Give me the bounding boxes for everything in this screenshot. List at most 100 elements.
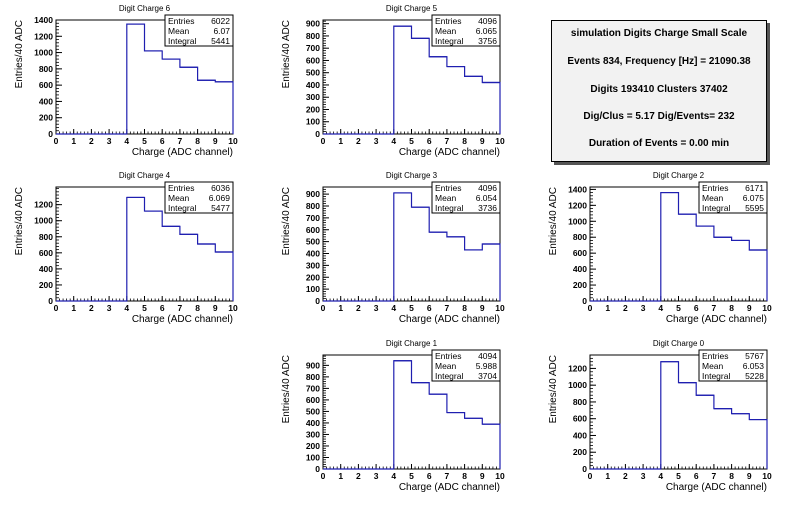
y-tick-label: 700 — [306, 43, 320, 53]
x-tick-label: 3 — [107, 303, 112, 313]
y-tick-label: 900 — [306, 360, 320, 370]
stats-value: 3736 — [478, 203, 497, 213]
y-tick-label: 800 — [306, 372, 320, 382]
stats-value: 6.053 — [743, 361, 765, 371]
x-tick-label: 4 — [391, 471, 396, 481]
stats-label: Integral — [168, 203, 196, 213]
x-tick-label: 6 — [160, 136, 165, 146]
info-ratio: Dig/Clus = 5.17 Dig/Events= 232 — [583, 111, 735, 122]
y-tick-label: 600 — [39, 248, 53, 258]
x-tick-label: 2 — [623, 471, 628, 481]
y-tick-label: 0 — [582, 464, 587, 474]
x-tick-label: 6 — [694, 471, 699, 481]
stats-label: Entries — [168, 183, 194, 193]
x-tick-label: 1 — [71, 136, 76, 146]
y-tick-label: 0 — [315, 129, 320, 139]
stats-value: 5441 — [211, 36, 230, 46]
stats-value: 6171 — [745, 183, 764, 193]
y-tick-label: 800 — [306, 201, 320, 211]
histogram-pad: Digit Charge 10 1 2 3 4 5 6 7 8 9 1001002003004005… — [281, 339, 505, 493]
stats-value: 5767 — [745, 351, 764, 361]
x-tick-label: 1 — [605, 303, 610, 313]
y-tick-label: 500 — [306, 68, 320, 78]
y-tick-label: 400 — [573, 264, 587, 274]
y-tick-label: 100 — [306, 284, 320, 294]
x-tick-label: 8 — [729, 471, 734, 481]
stats-label: Entries — [435, 16, 461, 26]
y-tick-label: 800 — [573, 232, 587, 242]
x-tick-label: 9 — [480, 303, 485, 313]
x-axis-label: Charge (ADC channel) — [399, 314, 500, 325]
y-tick-label: 200 — [573, 280, 587, 290]
x-tick-label: 8 — [195, 303, 200, 313]
x-tick-label: 3 — [107, 136, 112, 146]
x-tick-label: 5 — [676, 471, 681, 481]
y-tick-label: 300 — [306, 92, 320, 102]
x-tick-label: 1 — [338, 471, 343, 481]
stats-value: 4094 — [478, 351, 497, 361]
x-tick-label: 9 — [747, 303, 752, 313]
y-tick-label: 800 — [39, 232, 53, 242]
x-tick-label: 8 — [195, 136, 200, 146]
stats-value: 6.065 — [476, 26, 498, 36]
y-tick-label: 400 — [39, 264, 53, 274]
x-tick-label: 2 — [356, 136, 361, 146]
y-tick-label: 900 — [306, 19, 320, 29]
histogram-title: Digit Charge 3 — [386, 171, 438, 180]
x-tick-label: 10 — [495, 136, 505, 146]
x-axis-label: Charge (ADC channel) — [666, 482, 767, 493]
stats-value: 3756 — [478, 36, 497, 46]
x-tick-label: 7 — [712, 471, 717, 481]
x-tick-label: 5 — [409, 303, 414, 313]
stats-label: Integral — [435, 203, 463, 213]
y-tick-label: 900 — [306, 189, 320, 199]
x-tick-label: 1 — [605, 471, 610, 481]
x-axis-label: Charge (ADC channel) — [132, 314, 233, 325]
x-tick-label: 5 — [409, 471, 414, 481]
histogram-title: Digit Charge 4 — [119, 171, 171, 180]
y-tick-label: 100 — [306, 452, 320, 462]
y-tick-label: 200 — [39, 113, 53, 123]
x-tick-label: 6 — [427, 303, 432, 313]
x-tick-label: 1 — [338, 303, 343, 313]
stats-label: Integral — [702, 371, 730, 381]
x-tick-label: 2 — [623, 303, 628, 313]
y-tick-label: 0 — [315, 296, 320, 306]
y-tick-label: 600 — [573, 414, 587, 424]
y-tick-label: 600 — [39, 80, 53, 90]
x-tick-label: 4 — [124, 303, 129, 313]
x-tick-label: 7 — [712, 303, 717, 313]
x-tick-label: 3 — [374, 136, 379, 146]
stats-value: 6.054 — [476, 193, 498, 203]
stats-box — [698, 349, 768, 382]
x-tick-label: 10 — [495, 303, 505, 313]
x-tick-label: 0 — [321, 303, 326, 313]
stats-label: Mean — [435, 26, 457, 36]
stats-label: Integral — [435, 371, 463, 381]
y-tick-label: 700 — [306, 383, 320, 393]
stats-value: 5228 — [745, 371, 764, 381]
x-tick-label: 0 — [54, 136, 59, 146]
y-tick-label: 300 — [306, 260, 320, 270]
x-tick-label: 1 — [71, 303, 76, 313]
y-tick-label: 0 — [48, 296, 53, 306]
y-tick-label: 1000 — [34, 216, 53, 226]
stats-box — [164, 181, 234, 214]
x-tick-label: 9 — [213, 303, 218, 313]
y-axis-label: Entries/40 ADC — [548, 355, 559, 423]
histogram-pad: Digit Charge 4 0 1 2 3 4 5 6 7 8 9 10 0 200 400 600 800 1… — [14, 171, 238, 325]
info-digits: Digits 193410 Clusters 37402 — [590, 84, 728, 95]
stats-label: Entries — [702, 351, 728, 361]
info-title: simulation Digits Charge Small Scale — [570, 28, 748, 39]
x-tick-label: 9 — [480, 471, 485, 481]
stats-box — [431, 14, 501, 47]
x-tick-label: 4 — [391, 136, 396, 146]
y-axis-label: Entries/40 ADC — [281, 20, 292, 88]
stats-value: 5.988 — [476, 361, 498, 371]
stats-label: Integral — [435, 36, 463, 46]
y-tick-label: 1200 — [568, 200, 587, 210]
x-tick-label: 6 — [694, 303, 699, 313]
y-tick-label: 600 — [306, 395, 320, 405]
y-tick-label: 1000 — [568, 380, 587, 390]
